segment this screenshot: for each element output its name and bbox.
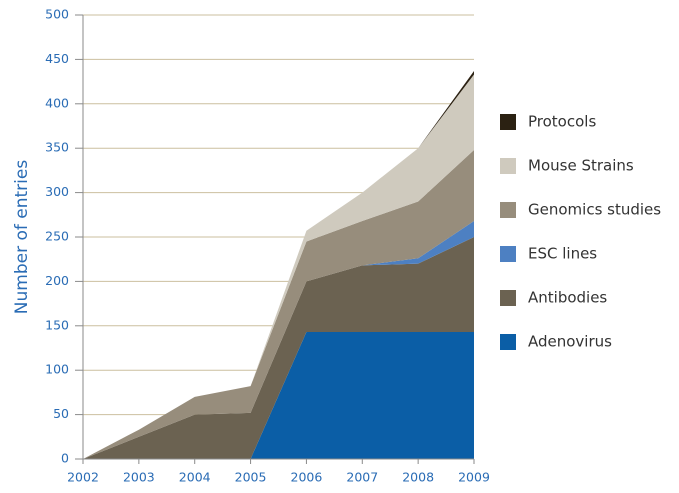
y-tick-label: 200 bbox=[45, 273, 69, 288]
legend-label: Genomics studies bbox=[528, 201, 661, 219]
legend-label: Protocols bbox=[528, 113, 596, 131]
legend-label: ESC lines bbox=[528, 245, 597, 263]
legend-swatch bbox=[500, 290, 516, 306]
y-tick-label: 50 bbox=[53, 406, 69, 421]
area bbox=[83, 332, 474, 459]
y-tick-label: 0 bbox=[61, 451, 69, 466]
y-tick-label: 500 bbox=[45, 7, 69, 22]
y-tick-label: 300 bbox=[45, 184, 69, 199]
x-tick-label: 2003 bbox=[123, 470, 155, 485]
legend-swatch bbox=[500, 202, 516, 218]
x-tick-label: 2008 bbox=[402, 470, 434, 485]
y-tick-label: 150 bbox=[45, 317, 69, 332]
x-tick-label: 2009 bbox=[458, 470, 490, 485]
legend-swatch bbox=[500, 246, 516, 262]
area bbox=[83, 149, 474, 459]
x-tick-label: 2005 bbox=[235, 470, 267, 485]
y-tick-label: 350 bbox=[45, 140, 69, 155]
y-tick-label: 400 bbox=[45, 95, 69, 110]
area bbox=[83, 237, 474, 459]
x-tick-label: 2006 bbox=[291, 470, 323, 485]
legend-label: Mouse Strains bbox=[528, 157, 634, 175]
y-tick-label: 100 bbox=[45, 362, 69, 377]
y-tick-label: 450 bbox=[45, 51, 69, 66]
legend-label: Adenovirus bbox=[528, 333, 612, 351]
y-tick-label: 250 bbox=[45, 229, 69, 244]
legend-swatch bbox=[500, 334, 516, 350]
x-tick-label: 2002 bbox=[67, 470, 99, 485]
y-axis-label: Number of entries bbox=[12, 160, 32, 315]
legend-swatch bbox=[500, 114, 516, 130]
x-tick-label: 2007 bbox=[346, 470, 378, 485]
legend-swatch bbox=[500, 158, 516, 174]
legend-label: Antibodies bbox=[528, 289, 607, 307]
x-tick-label: 2004 bbox=[179, 470, 211, 485]
